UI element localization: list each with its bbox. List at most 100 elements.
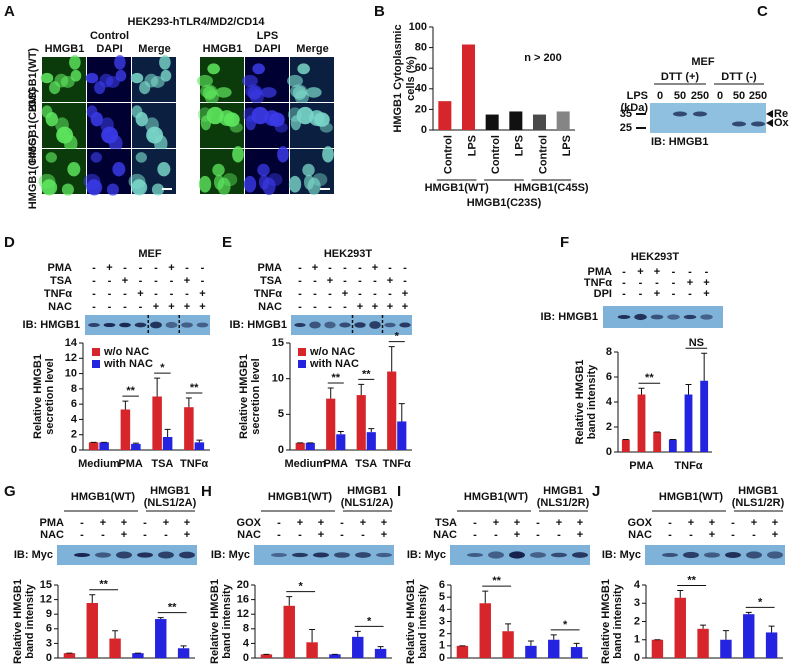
cell [223, 112, 240, 127]
bar [194, 442, 205, 450]
group-label: HMGB1(WT) [425, 182, 489, 194]
error-bar [398, 403, 405, 422]
band [617, 314, 631, 320]
y-tick-label: 14 [65, 337, 78, 349]
cell [297, 63, 310, 75]
y-tick-label: 100 [409, 21, 427, 33]
bar [668, 439, 677, 452]
band [700, 314, 713, 320]
cell [40, 72, 54, 84]
bar [509, 111, 523, 130]
bar [120, 409, 131, 450]
error-bar [677, 589, 684, 598]
legend-label: w/o NAC [309, 346, 355, 358]
error-bar [327, 387, 334, 399]
y-axis-label: cells (%) [405, 56, 417, 101]
y-tick-label: 0 [71, 444, 77, 456]
treatment-label: NAC [48, 301, 72, 313]
cell [302, 163, 315, 177]
treatment-sign: + [342, 288, 348, 300]
cell [292, 86, 307, 100]
treatment-sign: + [184, 517, 190, 529]
band [294, 322, 306, 328]
y-axis-label: band intensity [24, 583, 36, 658]
error-bar [700, 624, 707, 629]
error-bar [377, 646, 384, 649]
band [324, 321, 336, 329]
band [334, 552, 350, 558]
band [309, 321, 321, 329]
blot-label: IB: Myc [14, 549, 53, 561]
cell [243, 175, 257, 193]
y-axis-label: Relative HMGB1 [238, 354, 250, 439]
row-label: HMGB1(C45S) [27, 134, 39, 209]
group-header: HMGB1 [150, 485, 190, 497]
sig-label: * [395, 330, 400, 342]
band-label: Re [774, 108, 788, 120]
bar [152, 396, 162, 450]
treatment-sign: - [201, 275, 205, 287]
y-axis-label: Relative HMGB1 [32, 354, 44, 439]
treatment-label: NAC [258, 301, 282, 313]
error-bar [573, 642, 580, 648]
cell [202, 86, 217, 100]
treatment-sign: - [668, 517, 672, 529]
treatment-sign: - [101, 529, 105, 541]
y-tick-label: 1 [634, 634, 640, 646]
band [119, 322, 131, 328]
y-tick-label: 20 [237, 579, 249, 591]
channel-label: HMGB1 [203, 43, 243, 55]
legend-label: with NAC [309, 358, 359, 370]
band [384, 322, 396, 328]
cell [85, 72, 99, 84]
cell [114, 55, 126, 70]
bar [305, 442, 315, 450]
dtt-label: DTT (-) [721, 71, 757, 83]
x-tick-label: Control [443, 135, 455, 174]
group-label: HMGB1(C45S) [514, 182, 589, 194]
treatment-sign: + [493, 517, 499, 529]
bar [260, 654, 273, 658]
y-tick-label: 10 [65, 367, 77, 379]
treatment-sign: - [358, 288, 362, 300]
y-axis-label: band intensity [417, 583, 429, 658]
treatment-sign: - [92, 288, 96, 300]
treatment-sign: - [403, 262, 407, 274]
band-arrow [766, 119, 773, 127]
band [704, 552, 720, 558]
treatment-sign: - [143, 529, 147, 541]
panel-letter: J [592, 483, 600, 500]
error-bar [132, 442, 139, 444]
treatment-label: TNFα [254, 288, 282, 300]
band [150, 321, 162, 329]
treatment-sign: - [139, 275, 143, 287]
error-bar [768, 625, 775, 633]
treatment-sign: + [556, 517, 562, 529]
cell [100, 117, 114, 133]
treatment-sign: - [123, 288, 127, 300]
panel-letter: H [201, 483, 212, 500]
error-bar [157, 617, 164, 620]
bar [456, 645, 469, 658]
x-tick-label: LPS [561, 135, 573, 156]
sig-label: NS [689, 337, 704, 349]
y-tick-label: 15 [40, 579, 52, 591]
y-tick-label: 12 [40, 594, 52, 606]
y-tick-label: 10 [272, 373, 284, 385]
sig-label: ** [99, 579, 108, 591]
treatment-sign: - [343, 262, 347, 274]
treatment-sign: - [536, 517, 540, 529]
y-axis-label: Relative HMGB1 [405, 579, 417, 664]
treatment-label: PMA [48, 262, 73, 274]
treatment-label: NAC [433, 529, 457, 541]
band [134, 322, 147, 328]
cell [257, 163, 270, 177]
treatment-sign: - [668, 529, 672, 541]
treatment-sign: - [536, 529, 540, 541]
treatment-sign: - [108, 301, 112, 313]
treatment-sign: - [277, 529, 281, 541]
band-arrow [766, 110, 773, 118]
bar [548, 639, 560, 658]
sig-label: ** [126, 385, 135, 397]
